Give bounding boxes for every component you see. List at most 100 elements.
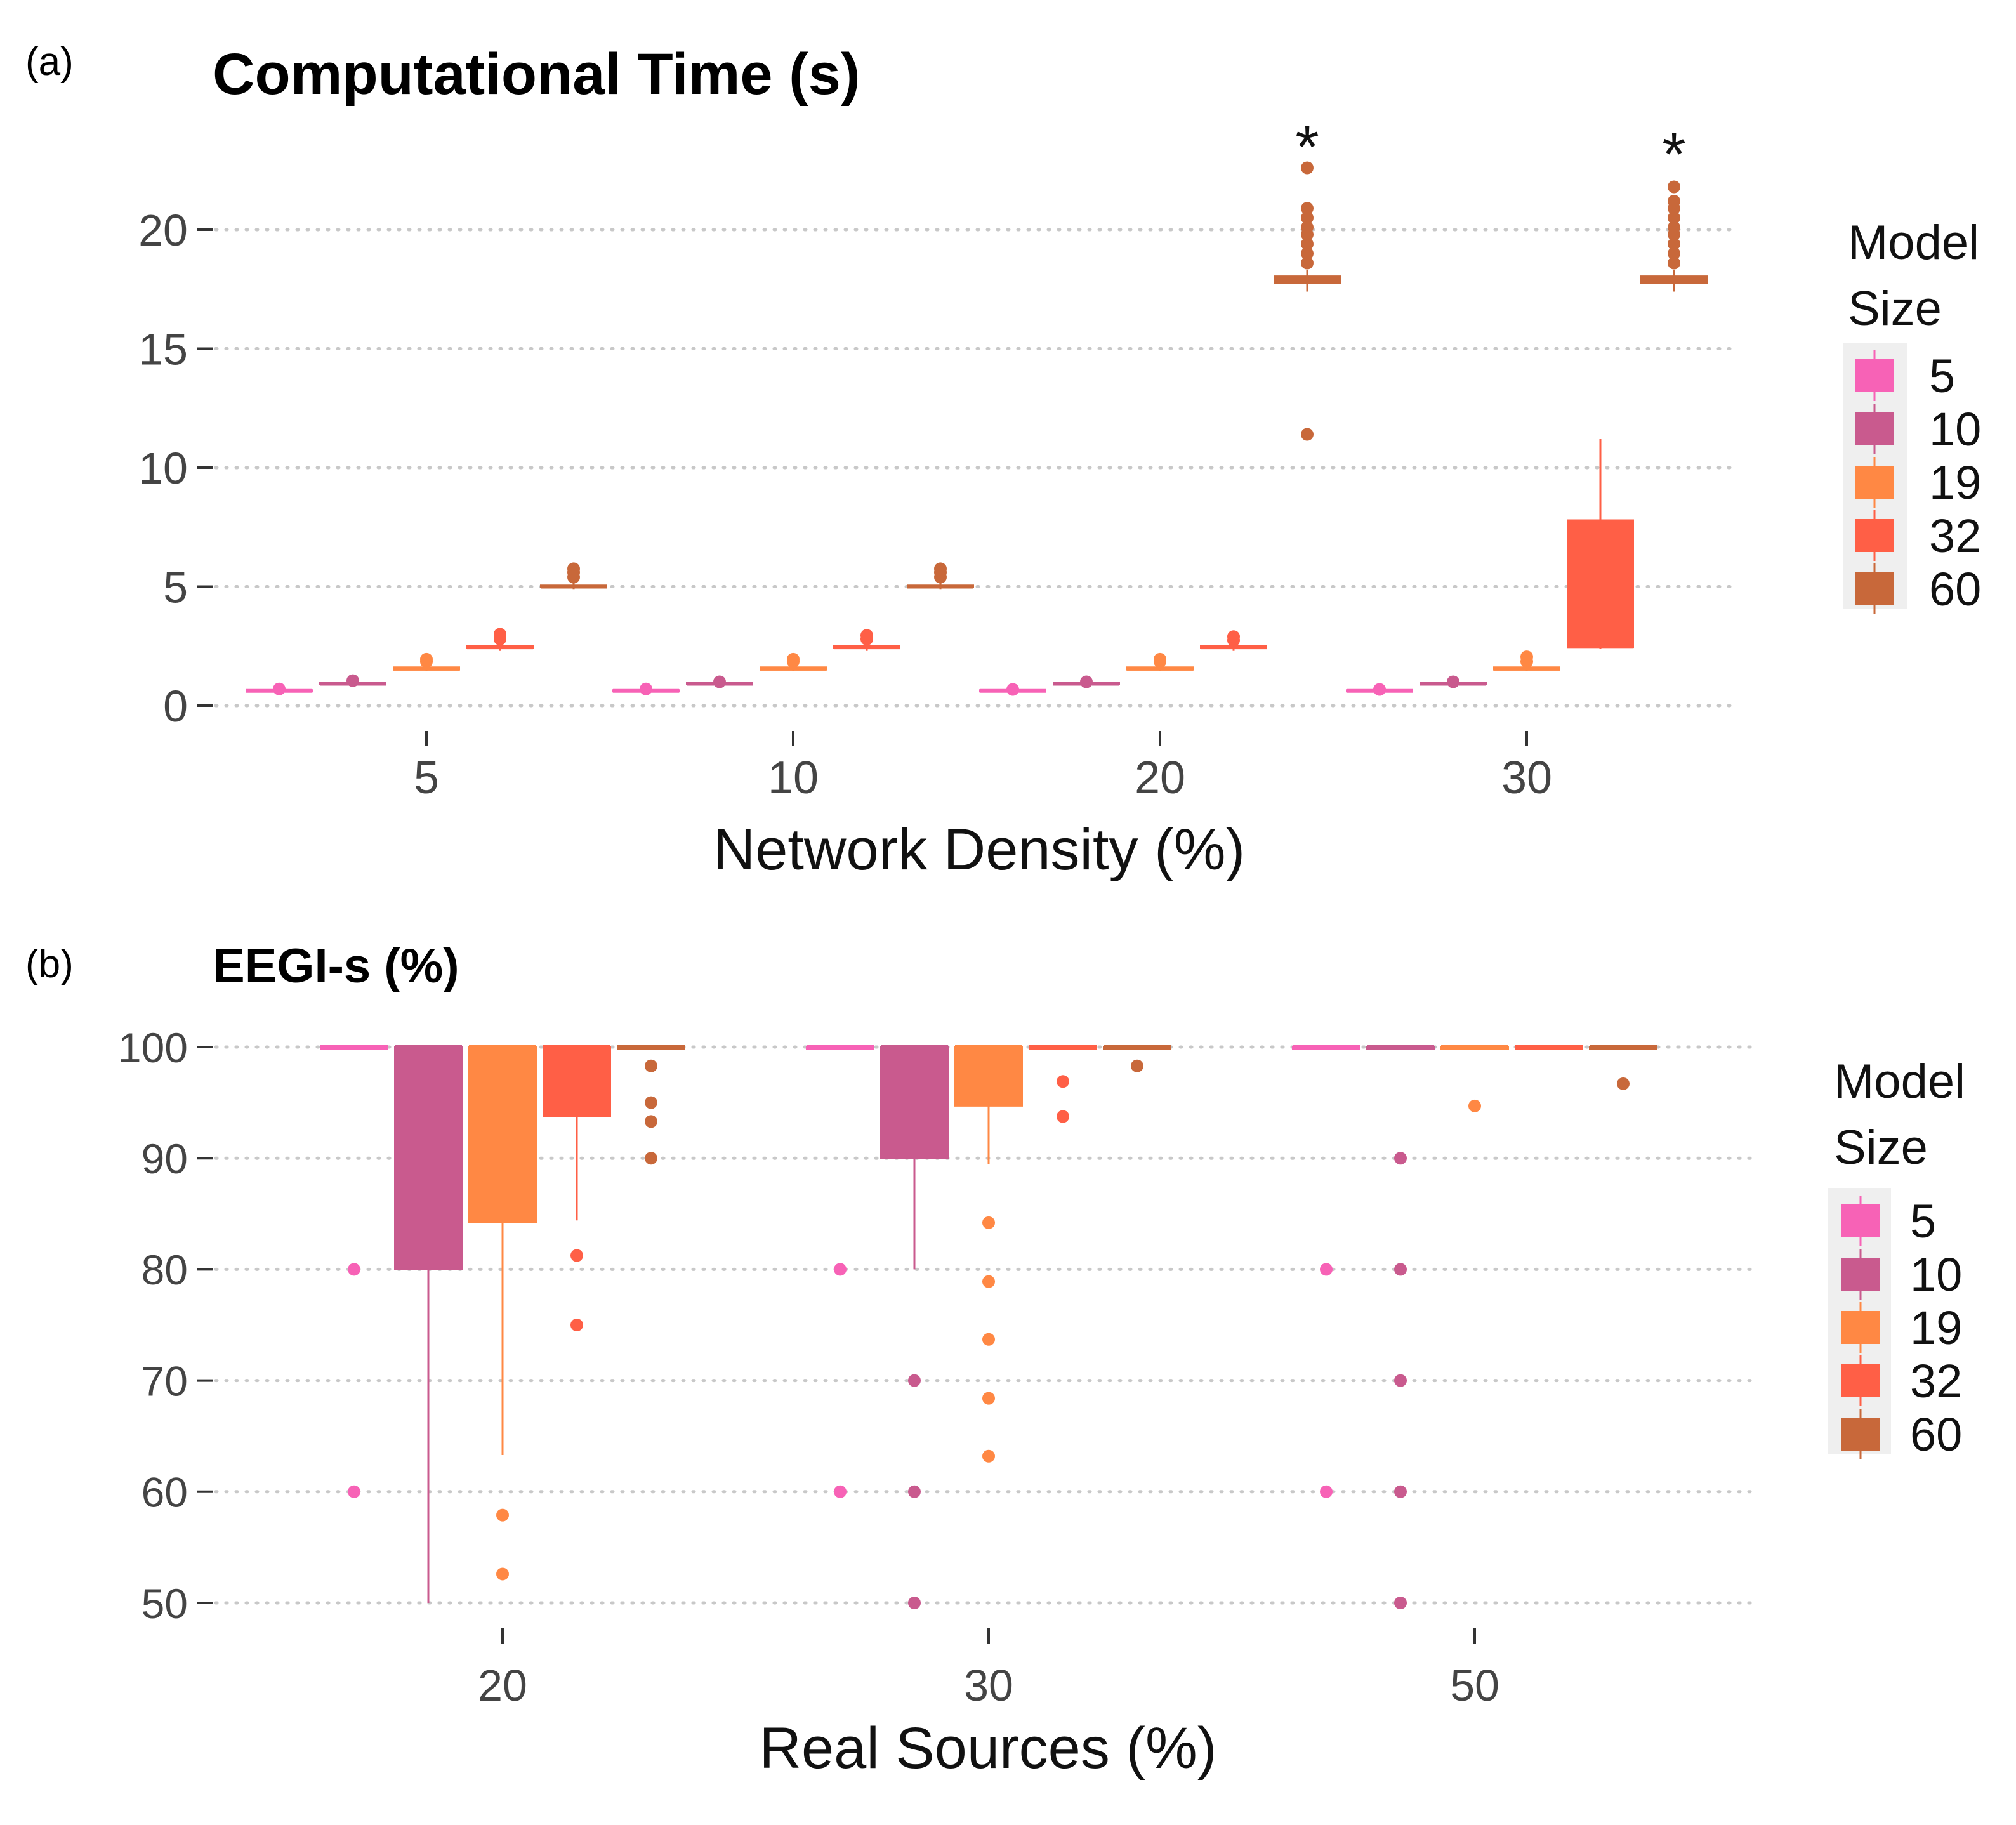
outlier-point <box>1080 675 1093 688</box>
box-series-60-cat-20 <box>617 1045 685 1165</box>
outlier-point <box>645 1096 657 1109</box>
x-tick-label: 20 <box>478 1661 527 1710</box>
outlier-point <box>1301 237 1314 251</box>
outlier-point <box>1520 650 1533 664</box>
box-body <box>1567 519 1634 649</box>
box-series-5-cat-20 <box>320 1045 388 1498</box>
outlier-point <box>908 1485 921 1498</box>
box-series-60-cat-20 <box>1274 161 1341 441</box>
outlier-point <box>1057 1110 1069 1123</box>
panel-b-x-axis-label: Real Sources (%) <box>760 1716 1217 1781</box>
panel-b: (b) EEGI-s (%) Real Sources (%) Model Si… <box>25 939 1965 1781</box>
panel-a-boxes <box>246 161 1708 696</box>
panel-a-label: (a) <box>25 40 74 84</box>
outlier-point <box>1301 247 1314 260</box>
box-series-19-cat-30 <box>954 1045 1023 1463</box>
legend-swatch <box>1841 1418 1880 1451</box>
outlier-point <box>494 628 506 641</box>
outlier-point <box>570 1319 583 1331</box>
box-series-5-cat-30 <box>806 1045 874 1498</box>
outlier-point <box>1301 202 1314 215</box>
outlier-point <box>640 682 652 695</box>
y-tick-label: 100 <box>118 1024 188 1071</box>
legend-item-32: 32 <box>1841 1355 1962 1407</box>
x-tick-label: 50 <box>1450 1661 1499 1710</box>
outlier-point <box>1668 237 1680 251</box>
box-series-5-cat-10 <box>612 682 680 695</box>
outlier-point <box>908 1597 921 1609</box>
box-body <box>954 1046 1023 1107</box>
legend-label: 32 <box>1910 1355 1962 1407</box>
box-series-10-cat-50 <box>1366 1045 1435 1609</box>
legend-label: 19 <box>1929 456 1981 509</box>
box-body <box>468 1046 537 1223</box>
x-tick-label: 20 <box>1135 753 1185 803</box>
outlier-point <box>1301 428 1314 441</box>
legend-item-19: 19 <box>1855 456 1981 509</box>
outlier-point <box>1320 1263 1333 1276</box>
outlier-point <box>1447 675 1459 688</box>
legend-label: 5 <box>1929 350 1955 402</box>
outlier-point <box>982 1275 995 1288</box>
panel-b-legend-title-line1: Model <box>1834 1055 1965 1109</box>
y-tick-label: 15 <box>138 325 188 374</box>
panel-a-x-axis: 5 10 20 30 <box>414 731 1552 803</box>
outlier-point <box>645 1152 657 1165</box>
x-tick-label: 30 <box>1501 753 1552 803</box>
legend-item-5: 5 <box>1855 350 1955 402</box>
outlier-point <box>934 562 947 576</box>
legend-item-10: 10 <box>1855 403 1981 456</box>
box-series-19-cat-50 <box>1440 1045 1509 1112</box>
y-tick-label: 70 <box>142 1357 188 1404</box>
outlier-point <box>713 675 726 688</box>
x-tick-label: 30 <box>964 1661 1013 1710</box>
box-series-5-cat-50 <box>1292 1045 1360 1498</box>
legend-item-60: 60 <box>1841 1408 1962 1461</box>
y-tick-label: 50 <box>142 1580 188 1627</box>
significance-asterisk: * <box>1662 121 1685 188</box>
panel-a-x-axis-label: Network Density (%) <box>713 817 1245 882</box>
box-series-60-cat-30 <box>1640 180 1708 292</box>
box-series-10-cat-10 <box>686 675 753 688</box>
legend-swatch <box>1841 1204 1880 1237</box>
outlier-point <box>908 1374 921 1387</box>
panel-a-title: Computational Time (s) <box>213 42 860 107</box>
y-tick-label: 5 <box>163 563 188 612</box>
box-series-10-cat-30 <box>880 1045 949 1609</box>
outlier-point <box>1301 161 1314 175</box>
panel-b-title: EEGI-s (%) <box>213 939 459 993</box>
outlier-point <box>645 1059 657 1072</box>
box-series-5-cat-30 <box>1346 683 1413 696</box>
y-tick-label: 10 <box>138 444 188 493</box>
box-series-32-cat-5 <box>466 628 534 651</box>
legend-label: 10 <box>1929 403 1981 456</box>
outlier-point <box>1006 683 1019 696</box>
panel-b-y-axis: 50 60 70 80 90 100 <box>118 1024 213 1627</box>
panel-a-legend-title-line2: Size <box>1848 282 1942 336</box>
panel-a-annotations: * * <box>1295 114 1685 188</box>
outlier-point <box>1227 630 1240 643</box>
outlier-point <box>1668 256 1680 270</box>
box-series-10-cat-5 <box>319 674 386 687</box>
outlier-point <box>348 1263 360 1276</box>
box-series-19-cat-20 <box>468 1045 537 1581</box>
outlier-point <box>982 1392 995 1405</box>
panel-b-label: (b) <box>25 942 74 986</box>
legend-label: 10 <box>1910 1248 1962 1301</box>
legend-swatch <box>1855 466 1894 499</box>
outlier-point <box>1617 1077 1630 1090</box>
panel-a: (a) Computational Time (s) Network Densi… <box>25 40 1981 882</box>
legend-swatch <box>1841 1258 1880 1291</box>
outlier-point <box>1301 221 1314 234</box>
box-series-19-cat-30 <box>1493 650 1560 671</box>
box-series-32-cat-10 <box>833 629 900 651</box>
outlier-point <box>1394 1485 1407 1498</box>
legend-label: 19 <box>1910 1301 1962 1354</box>
box-series-32-cat-20 <box>543 1045 611 1331</box>
box-series-10-cat-30 <box>1420 675 1487 688</box>
panel-a-gridlines <box>214 228 1734 708</box>
panel-a-y-axis: 0 5 10 15 20 <box>138 206 213 731</box>
legend-item-60: 60 <box>1855 563 1981 616</box>
box-series-60-cat-10 <box>907 562 974 590</box>
